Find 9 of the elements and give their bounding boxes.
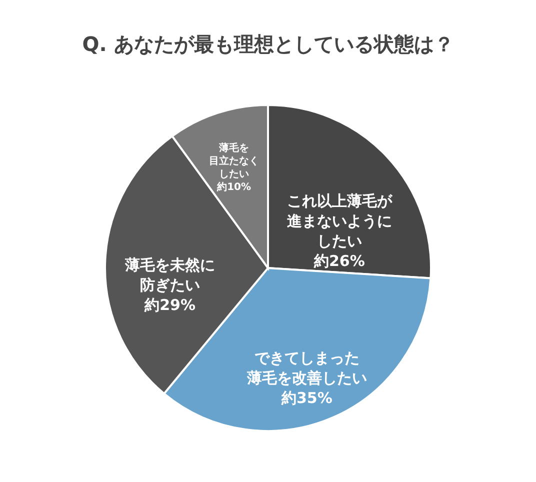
slice-label: これ以上薄毛が進まないようにしたい (286, 192, 393, 250)
chart-title: Q. あなたが最も理想としている状態は？ (82, 32, 454, 56)
slice-label: 薄毛を未然に防ぎたい (124, 256, 216, 294)
data-label: 約35% (280, 388, 332, 407)
data-label: 約10% (216, 181, 252, 194)
data-label: 約26% (312, 252, 365, 270)
data-label: 約29% (144, 296, 196, 314)
slice-label: 薄毛を目立たなくしたい (209, 142, 260, 180)
slice-label: できてしまった薄毛を改善したい (246, 348, 367, 387)
